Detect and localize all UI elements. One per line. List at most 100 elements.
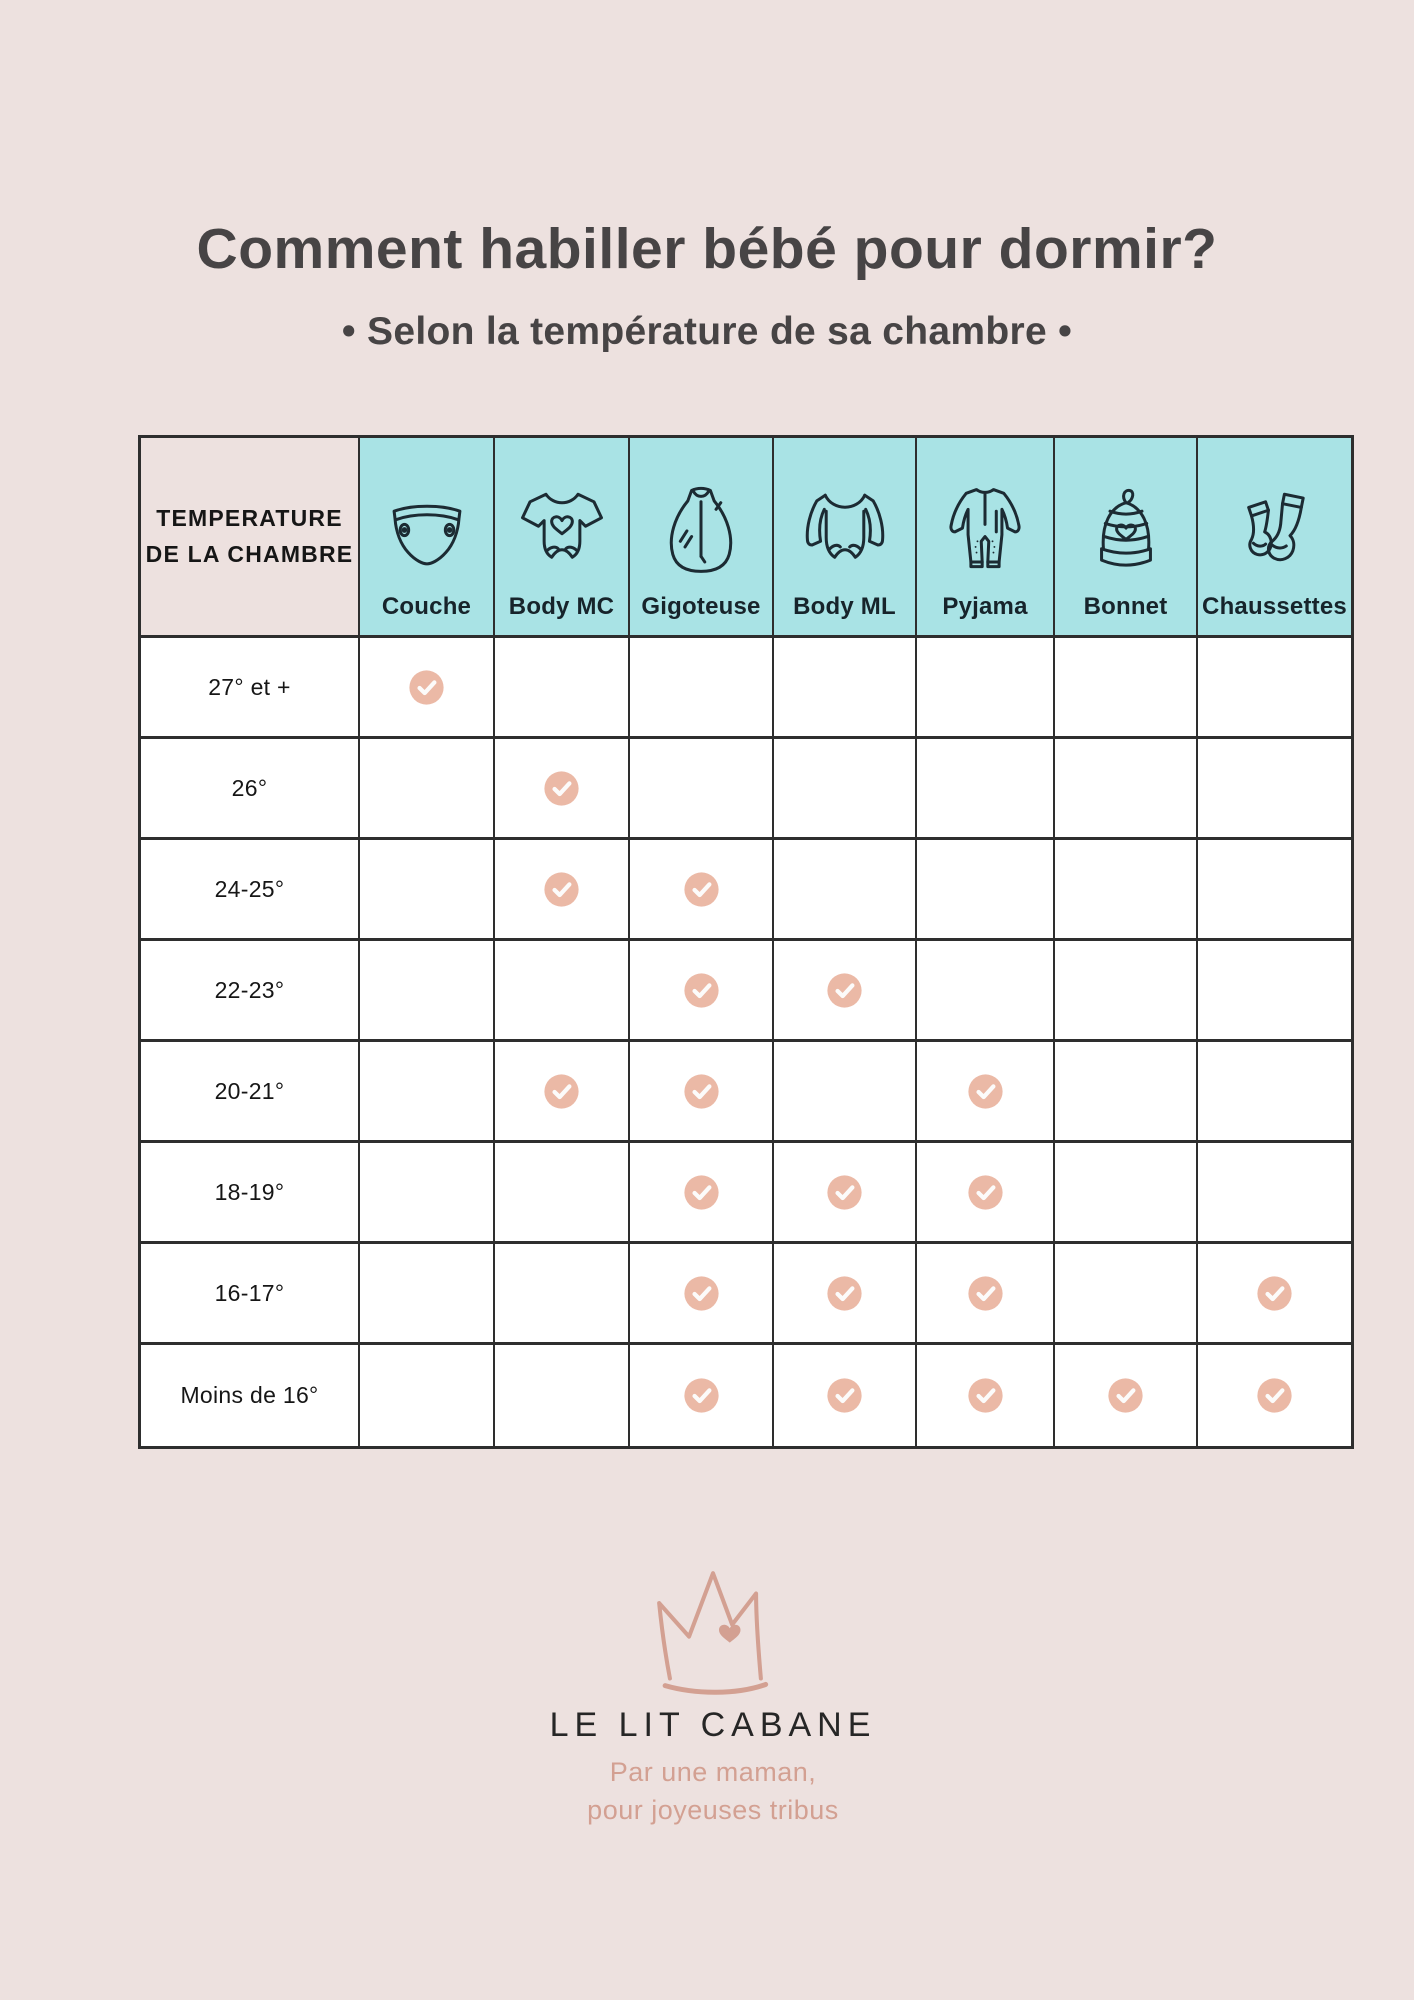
table-cell bbox=[774, 739, 917, 840]
temperature-row-label: Moins de 16° bbox=[141, 1345, 360, 1446]
column-label: Pyjama bbox=[942, 593, 1028, 620]
temperature-row-label: 16-17° bbox=[141, 1244, 360, 1345]
page-heading: Comment habiller bébé pour dormir? • Sel… bbox=[0, 216, 1414, 354]
check-icon bbox=[826, 1377, 863, 1414]
table-cell bbox=[917, 638, 1055, 739]
check-icon bbox=[543, 770, 580, 807]
bodysuit-short-sleeve-icon bbox=[515, 466, 609, 593]
table-cell bbox=[917, 1244, 1055, 1345]
table-cell bbox=[630, 941, 774, 1042]
check-icon bbox=[683, 1377, 720, 1414]
table-cell bbox=[774, 1143, 917, 1244]
column-label: Bonnet bbox=[1083, 593, 1168, 620]
check-icon bbox=[408, 669, 445, 706]
table-cell bbox=[1198, 1143, 1351, 1244]
check-icon bbox=[967, 1174, 1004, 1211]
table-cell bbox=[495, 1345, 630, 1446]
column-label: Gigoteuse bbox=[641, 593, 761, 620]
bodysuit-long-sleeve-icon bbox=[798, 466, 892, 593]
table-cell bbox=[630, 1143, 774, 1244]
table-cell bbox=[630, 1042, 774, 1143]
temperature-row-label: 18-19° bbox=[141, 1143, 360, 1244]
table-cell bbox=[630, 638, 774, 739]
column-header-chaussettes: Chaussettes bbox=[1198, 438, 1351, 638]
table-cell bbox=[630, 739, 774, 840]
table-cell bbox=[1055, 1244, 1198, 1345]
check-icon bbox=[826, 1174, 863, 1211]
sleep-sack-icon bbox=[654, 466, 748, 593]
table-cell bbox=[1055, 1345, 1198, 1446]
column-header-bonnet: Bonnet bbox=[1055, 438, 1198, 638]
check-icon bbox=[683, 871, 720, 908]
column-header-body-ml: Body ML bbox=[774, 438, 917, 638]
socks-icon bbox=[1228, 466, 1322, 593]
table-cell bbox=[360, 1345, 495, 1446]
table-cell bbox=[495, 1143, 630, 1244]
table-corner-header: TEMPERATURE DE LA CHAMBRE bbox=[141, 438, 360, 638]
table-cell bbox=[1198, 1042, 1351, 1143]
column-header-couche: Couche bbox=[360, 438, 495, 638]
table-cell bbox=[917, 941, 1055, 1042]
table-cell bbox=[1055, 1042, 1198, 1143]
table-cell bbox=[917, 840, 1055, 941]
brand-tagline-line2: pour joyeuses tribus bbox=[587, 1795, 839, 1825]
temperature-row-label: 24-25° bbox=[141, 840, 360, 941]
brand-footer: LE LIT CABANE Par une maman, pour joyeus… bbox=[6, 1566, 1414, 1826]
pyjama-icon bbox=[938, 466, 1032, 593]
check-icon bbox=[1256, 1377, 1293, 1414]
table-cell bbox=[495, 840, 630, 941]
temperature-row-label: 27° et + bbox=[141, 638, 360, 739]
table-cell bbox=[1198, 1244, 1351, 1345]
table-cell bbox=[774, 840, 917, 941]
check-icon bbox=[683, 1073, 720, 1110]
brand-name: LE LIT CABANE bbox=[549, 1706, 877, 1744]
table-cell bbox=[630, 1345, 774, 1446]
temperature-row-label: 20-21° bbox=[141, 1042, 360, 1143]
table-cell bbox=[1198, 1345, 1351, 1446]
column-label: Couche bbox=[381, 593, 472, 620]
table-cell bbox=[360, 1244, 495, 1345]
table-cell bbox=[774, 638, 917, 739]
table-cell bbox=[774, 1244, 917, 1345]
check-icon bbox=[967, 1275, 1004, 1312]
column-header-body-mc: Body MC bbox=[495, 438, 630, 638]
crown-icon bbox=[657, 1571, 769, 1695]
table-cell bbox=[495, 638, 630, 739]
page-title: Comment habiller bébé pour dormir? bbox=[196, 217, 1218, 281]
temperature-table: TEMPERATURE DE LA CHAMBRE Couche Body MC… bbox=[138, 435, 1354, 1449]
table-cell bbox=[360, 1143, 495, 1244]
table-cell bbox=[495, 941, 630, 1042]
column-label: Body ML bbox=[793, 593, 896, 620]
table-cell bbox=[495, 1042, 630, 1143]
table-cell bbox=[360, 638, 495, 739]
column-label: Body MC bbox=[508, 593, 615, 620]
table-cell bbox=[1198, 840, 1351, 941]
table-cell bbox=[774, 1345, 917, 1446]
check-icon bbox=[826, 1275, 863, 1312]
check-icon bbox=[967, 1377, 1004, 1414]
table-cell bbox=[360, 840, 495, 941]
check-icon bbox=[683, 1174, 720, 1211]
table-cell bbox=[917, 1345, 1055, 1446]
table-cell bbox=[774, 1042, 917, 1143]
diaper-icon bbox=[380, 466, 474, 593]
column-header-pyjama: Pyjama bbox=[917, 438, 1055, 638]
check-icon bbox=[1107, 1377, 1144, 1414]
table-cell bbox=[774, 941, 917, 1042]
check-icon bbox=[543, 1073, 580, 1110]
check-icon bbox=[683, 1275, 720, 1312]
table-cell bbox=[1055, 1143, 1198, 1244]
table-cell bbox=[1198, 638, 1351, 739]
table-cell bbox=[1055, 739, 1198, 840]
column-label: Chaussettes bbox=[1202, 593, 1347, 620]
table-cell bbox=[1055, 840, 1198, 941]
temperature-row-label: 26° bbox=[141, 739, 360, 840]
table-cell bbox=[360, 941, 495, 1042]
table-cell bbox=[1055, 638, 1198, 739]
baby-hat-icon bbox=[1079, 466, 1173, 593]
table-cell bbox=[917, 1042, 1055, 1143]
table-cell bbox=[630, 840, 774, 941]
table-cell bbox=[917, 1143, 1055, 1244]
table-cell bbox=[495, 1244, 630, 1345]
page-subtitle: • Selon la température de sa chambre • bbox=[341, 310, 1073, 353]
